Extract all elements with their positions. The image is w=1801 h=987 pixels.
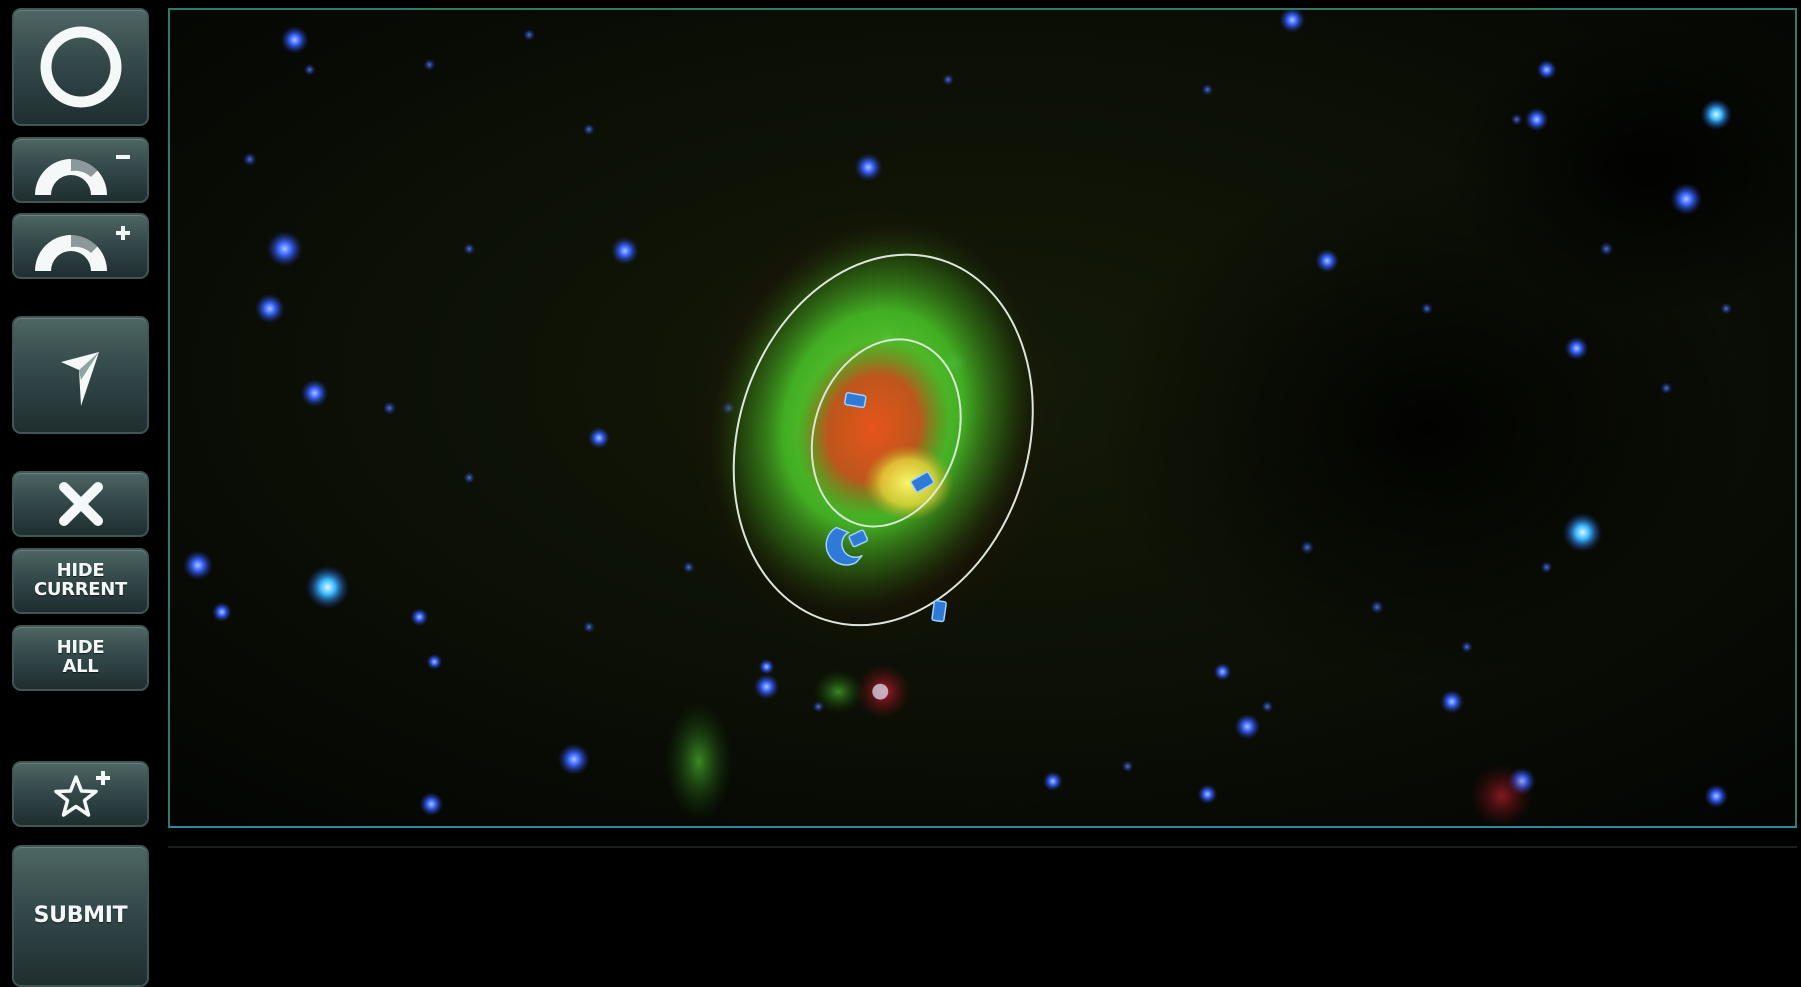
- bubble-annotation[interactable]: [687, 215, 1079, 664]
- image-viewer[interactable]: [168, 8, 1797, 828]
- rotate-handle[interactable]: [825, 526, 863, 566]
- resize-handle[interactable]: [848, 529, 869, 548]
- tool-panel: HIDE CURRENT HIDE ALL SUBMIT: [0, 0, 160, 987]
- hide-all-button[interactable]: HIDE ALL: [12, 625, 149, 691]
- resize-handle[interactable]: [910, 471, 935, 493]
- hide-current-button[interactable]: HIDE CURRENT: [12, 548, 149, 614]
- ring-icon: [40, 26, 121, 108]
- cursor-arrow-icon: [60, 352, 99, 406]
- resize-handle[interactable]: [844, 392, 867, 409]
- star-plus-icon: [53, 771, 110, 817]
- arc-plus-icon: [34, 226, 130, 271]
- hide-current-line1: HIDE: [56, 560, 105, 582]
- close-icon: [58, 482, 103, 526]
- arc-minus-icon: [34, 155, 130, 195]
- comment-area[interactable]: [168, 846, 1797, 987]
- sky-image[interactable]: [170, 10, 1795, 826]
- hide-all-line1: HIDE: [56, 637, 105, 659]
- delete-button[interactable]: [12, 471, 149, 537]
- submit-label: SUBMIT: [33, 903, 128, 929]
- pointer-tool-button[interactable]: [12, 316, 149, 434]
- ellipse-tool-button[interactable]: [12, 8, 149, 126]
- favorite-button[interactable]: [12, 761, 149, 827]
- grow-ellipse-button[interactable]: [12, 213, 149, 279]
- hide-current-line2: CURRENT: [33, 579, 128, 600]
- resize-handle[interactable]: [931, 599, 947, 623]
- submit-button[interactable]: SUBMIT: [12, 845, 149, 987]
- shrink-ellipse-button[interactable]: [12, 137, 149, 203]
- hide-all-line2: ALL: [62, 656, 99, 677]
